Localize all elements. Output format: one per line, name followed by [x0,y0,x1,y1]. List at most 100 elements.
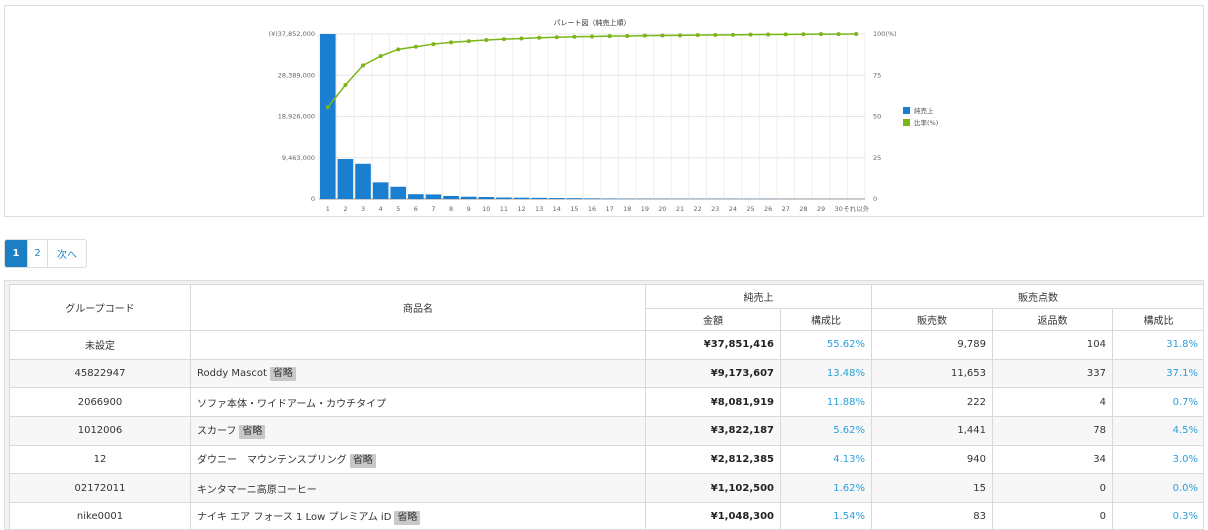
ratio-point-7 [431,42,435,46]
x-tick: 12 [517,205,525,213]
ratio-point-それ以外 [854,32,858,36]
ratio-point-24 [731,33,735,37]
amount-cell: ¥8,081,919 [646,388,781,417]
bar-12 [514,198,530,199]
ratio-point-17 [608,34,612,38]
group-code-cell: nike0001 [10,503,191,530]
sold-count-cell: 222 [872,388,993,417]
sold-count-cell: 15 [872,474,993,503]
y-left-tick: (¥)37,852,000 [269,30,315,38]
x-tick: 4 [379,205,383,213]
y-left-tick: 9,463,000 [282,154,315,162]
bar-4 [373,182,389,199]
page-1-button[interactable]: 1 [5,240,28,267]
x-tick: 20 [658,205,666,213]
group-code-cell: 未設定 [10,331,191,360]
y-left-tick: 28,389,000 [278,71,315,79]
product-name-cell: ソファ本体・ワイドアーム・カウチタイプ [191,388,646,417]
x-tick: 3 [361,205,365,213]
omit-button[interactable]: 省略 [239,425,265,439]
y-left-tick: 0 [311,195,315,203]
ratio-point-9 [467,39,471,43]
legend-label-sales: 純売上 [914,106,934,115]
x-tick: 28 [799,205,807,213]
bar-1 [320,34,336,199]
x-tick: 23 [711,205,719,213]
amount-cell: ¥2,812,385 [646,445,781,474]
share-cell: 13.48% [781,359,872,388]
header-group-code: グループコード [10,285,191,331]
ratio-point-23 [713,33,717,37]
returned-count-cell: 4 [993,388,1113,417]
legend-swatch-sales [903,107,910,114]
x-tick: 7 [431,205,435,213]
bar-15 [567,198,583,199]
ratio-point-30 [837,32,841,36]
x-tick: 21 [676,205,684,213]
bar-9 [461,197,477,199]
ratio-point-6 [414,45,418,49]
bar-3 [355,164,371,199]
returned-count-cell: 337 [993,359,1113,388]
x-tick: 5 [396,205,400,213]
x-tick: 14 [553,205,561,213]
page-2-button[interactable]: 2 [28,240,48,267]
share-cell: 5.62% [781,417,872,446]
returned-count-cell: 78 [993,417,1113,446]
bar-8 [443,196,459,199]
omit-button[interactable]: 省略 [350,454,376,468]
ratio-point-10 [484,38,488,42]
x-tick: 8 [449,205,453,213]
product-name-cell: キンタマーニ高原コーヒー [191,474,646,503]
product-name: ダウニー マウンテンスプリング [197,455,347,466]
sold-count-cell: 940 [872,445,993,474]
share2-cell: 37.1% [1113,359,1205,388]
ratio-point-19 [643,34,647,38]
share-cell: 4.13% [781,445,872,474]
ratio-point-27 [784,32,788,36]
next-page-button[interactable]: 次へ [48,240,86,267]
share2-cell: 0.3% [1113,503,1205,530]
header-product-name: 商品名 [191,285,646,331]
ratio-point-12 [520,36,524,40]
sold-count-cell: 1,441 [872,417,993,446]
amount-cell: ¥37,851,416 [646,331,781,360]
x-tick: 6 [414,205,418,213]
omit-button[interactable]: 省略 [270,367,296,381]
product-name-cell: スカーフ省略 [191,417,646,446]
sales-table-panel: グループコード 商品名 純売上 販売点数 金額 構成比 販売数 返品数 構成比 … [4,280,1204,530]
share-cell: 1.62% [781,474,872,503]
omit-button[interactable]: 省略 [394,511,420,525]
bar-14 [549,198,565,199]
x-tick: 9 [467,205,471,213]
ratio-point-28 [801,32,805,36]
x-tick: 11 [500,205,508,213]
ratio-point-21 [678,33,682,37]
amount-cell: ¥3,822,187 [646,417,781,446]
sold-count-cell: 11,653 [872,359,993,388]
bar-16 [584,198,600,199]
ratio-point-8 [449,40,453,44]
x-tick: 18 [623,205,631,213]
group-code-cell: 12 [10,445,191,474]
bar-2 [338,159,354,199]
header-returned-count: 返品数 [993,309,1113,331]
bar-6 [408,194,424,199]
product-name: キンタマーニ高原コーヒー [197,485,317,496]
ratio-point-22 [696,33,700,37]
returned-count-cell: 34 [993,445,1113,474]
header-share: 構成比 [781,309,872,331]
y-right-tick: 50 [873,113,881,121]
y-left-tick: 18,926,000 [278,113,315,121]
share2-cell: 31.8% [1113,331,1205,360]
legend-swatch-ratio [903,119,910,126]
header-sold-count: 販売数 [872,309,993,331]
share2-cell: 3.0% [1113,445,1205,474]
ratio-point-14 [555,35,559,39]
chart-title: パレート図（純売上順） [554,18,631,27]
returned-count-cell: 0 [993,503,1113,530]
